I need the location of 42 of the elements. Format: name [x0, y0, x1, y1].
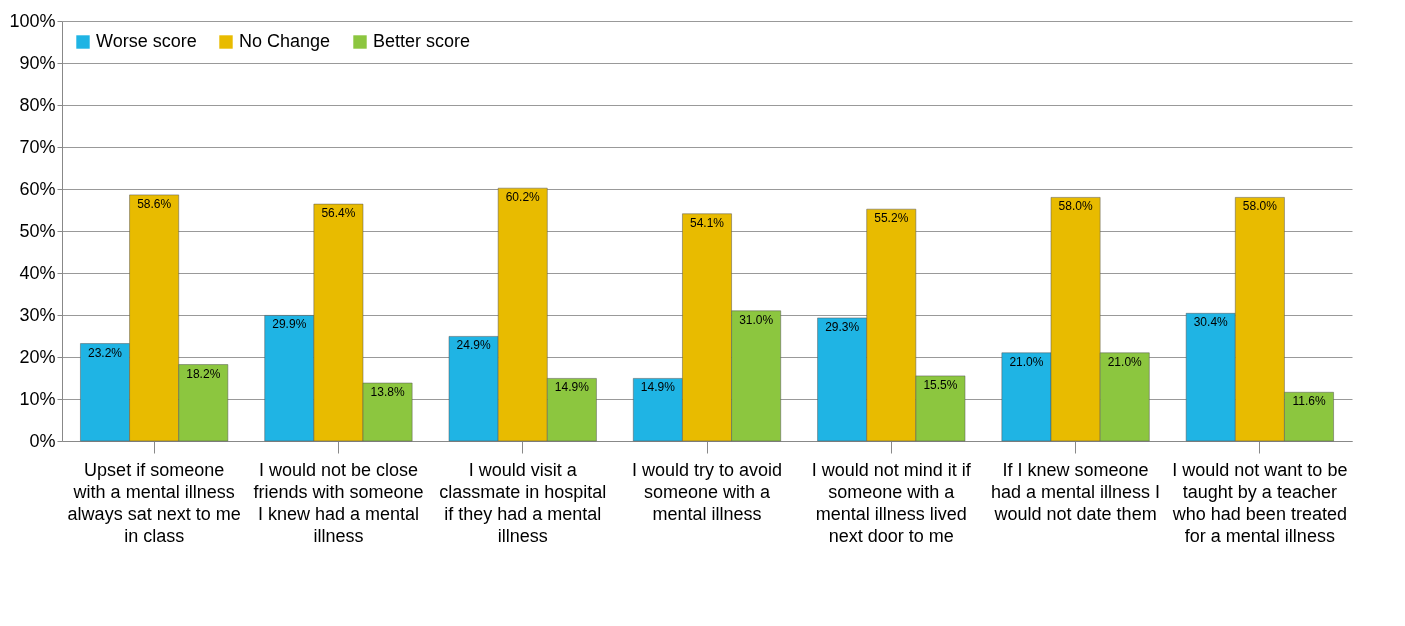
legend-label: Better score — [373, 31, 471, 51]
data-label: 21.0% — [1009, 354, 1044, 369]
y-tick-label: 20% — [19, 346, 56, 367]
x-tick-label: I would visit a classmate in hospital if they had a mental illness — [439, 459, 607, 546]
y-tick-label: 100% — [9, 10, 56, 31]
data-label: 15.5% — [923, 377, 958, 392]
x-tick-label: I would not want to be taught by a teacher who had been treated for a mental illness — [1171, 459, 1348, 546]
data-label: 18.2% — [186, 366, 221, 381]
data-label: 14.9% — [640, 380, 676, 395]
x-tick-label: If I knew someone had a mental illness I would not date them — [991, 459, 1161, 524]
y-tick-label: 40% — [19, 262, 56, 283]
data-label: 60.2% — [505, 190, 541, 205]
data-label: 29.3% — [825, 319, 860, 334]
data-label: 23.2% — [87, 345, 123, 360]
legend-label: No Change — [239, 31, 331, 51]
y-tick-label: 60% — [19, 178, 56, 199]
data-label: 58.0% — [1242, 199, 1278, 214]
data-label: 31.0% — [739, 312, 774, 327]
y-tick-label: 80% — [19, 94, 56, 115]
x-tick-label: Upset if someone with a mental illness always sat next to me in class — [67, 459, 241, 546]
y-tick-label: 0% — [29, 430, 56, 451]
y-tick-label: 90% — [19, 52, 56, 73]
data-label: 54.1% — [689, 215, 725, 230]
y-tick-label: 30% — [19, 304, 56, 325]
data-label: 58.6% — [137, 196, 172, 211]
data-label: 56.4% — [321, 206, 356, 221]
data-label: 21.0% — [1107, 354, 1143, 369]
y-tick-label: 70% — [19, 136, 56, 157]
data-label: 24.9% — [456, 338, 491, 353]
data-label: 11.6% — [1292, 394, 1326, 409]
x-tick-label: I would not be close friends with someone I knew had a mental illness — [253, 459, 424, 546]
legend-label: Worse score — [96, 31, 197, 51]
data-label: 30.4% — [1193, 315, 1229, 330]
y-tick-label: 50% — [19, 220, 56, 241]
data-label: 14.9% — [554, 380, 590, 395]
data-label: 29.9% — [272, 317, 307, 332]
data-label: 13.8% — [370, 385, 405, 400]
y-tick-label: 10% — [19, 388, 56, 409]
data-label: 55.2% — [874, 211, 909, 226]
data-label: 58.0% — [1058, 199, 1093, 214]
x-tick-label: I would try to avoid someone with a mental illness — [631, 459, 783, 524]
x-tick-label: I would not mind it if someone with a mental illness lived next door to me — [811, 459, 972, 546]
